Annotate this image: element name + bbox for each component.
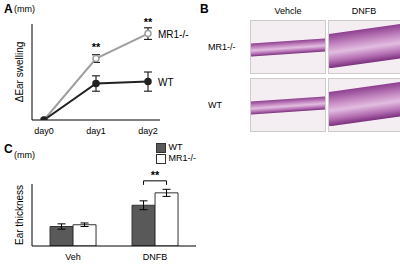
html-text:WT: WT xyxy=(168,142,183,152)
html-text:MR1-/-: MR1-/- xyxy=(168,153,196,163)
html-text:Vehcle: Vehcle xyxy=(274,6,302,16)
html-text:MR1-/-: MR1-/- xyxy=(208,42,236,52)
html-text:DNFB: DNFB xyxy=(351,6,377,16)
svg-text:WT: WT xyxy=(158,77,174,88)
html-text:B: B xyxy=(200,2,209,16)
svg-text:**: ** xyxy=(92,41,101,53)
svg-text:DNFB: DNFB xyxy=(143,252,168,262)
html-text:WT: WT xyxy=(208,100,222,110)
svg-text:**: ** xyxy=(144,16,153,28)
svg-text:MR1-/-: MR1-/- xyxy=(158,29,189,40)
html-text:A(mm): A(mm) xyxy=(4,2,35,16)
svg-text:Veh: Veh xyxy=(65,252,81,262)
svg-text:ΔEar swelling: ΔEar swelling xyxy=(14,42,25,103)
svg-text:day2: day2 xyxy=(138,126,158,136)
svg-text:day0: day0 xyxy=(34,126,54,136)
svg-text:day1: day1 xyxy=(86,126,106,136)
html-text:C(mm): C(mm) xyxy=(4,142,35,160)
svg-text:**: ** xyxy=(151,169,160,181)
svg-text:Ear thickness: Ear thickness xyxy=(14,185,25,245)
